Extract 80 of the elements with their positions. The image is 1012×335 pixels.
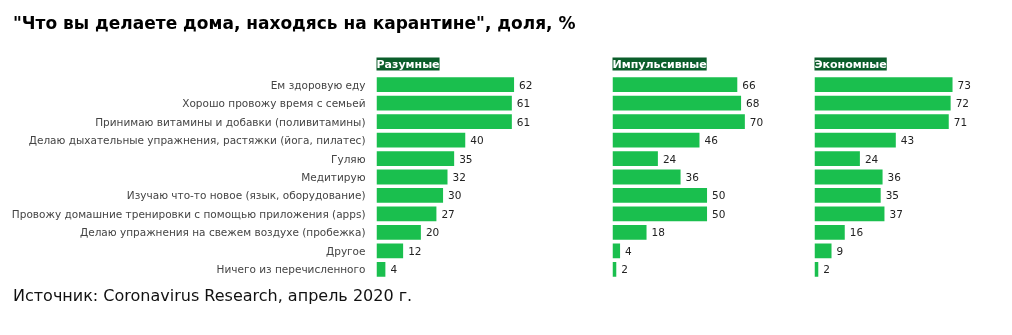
chart-title: "Что вы делаете дома, находясь на карантине", доля, %: [13, 12, 576, 35]
data-label: 71: [953, 115, 968, 128]
bar: [814, 132, 896, 148]
y-tick-label: Хорошо провожу время с семьей: [182, 97, 366, 110]
series-label: Импульсивные: [612, 57, 707, 71]
bar: [376, 77, 515, 93]
data-label: 73: [957, 78, 971, 91]
data-label: 32: [452, 171, 466, 183]
bar: [612, 151, 658, 166]
data-label: 50: [712, 207, 726, 220]
data-label: 61: [516, 97, 531, 110]
bar: [376, 95, 512, 111]
data-label: 50: [712, 189, 726, 202]
data-label: 30: [448, 189, 462, 202]
data-label: 2: [823, 263, 830, 276]
data-label: 68: [746, 97, 760, 110]
bar: [376, 132, 466, 148]
data-label: 70: [749, 115, 764, 128]
bar: [814, 77, 953, 93]
bar: [814, 114, 949, 130]
bar: [814, 206, 885, 222]
bar: [814, 151, 860, 166]
bar: [612, 169, 681, 185]
data-label: 40: [470, 134, 484, 147]
series-label: Экономные: [814, 57, 887, 71]
y-tick-label: Ем здоровую еду: [270, 78, 366, 91]
bar: [376, 261, 386, 277]
data-label: 27: [441, 207, 455, 220]
data-label: 72: [955, 97, 970, 110]
bar: [376, 188, 444, 203]
bar: [612, 95, 742, 111]
data-label: 61: [516, 115, 531, 128]
y-tick-label: Другое: [326, 244, 366, 257]
data-label: 37: [889, 207, 903, 220]
bar: [612, 132, 700, 148]
data-label: 2: [621, 263, 628, 276]
y-tick-label: Медитирую: [301, 171, 366, 183]
y-tick-label: Делаю упражнения на свежем воздухе (пробежка): [79, 226, 366, 239]
bar: [612, 77, 738, 93]
data-label: 24: [864, 152, 879, 165]
bar: [612, 188, 708, 203]
data-label: 62: [519, 78, 533, 91]
data-label: 16: [849, 226, 864, 239]
data-label: 35: [459, 152, 473, 165]
data-label: 9: [836, 244, 844, 257]
y-tick-label: Принимаю витамины и добавки (поливитамины): [95, 115, 366, 128]
data-label: 24: [662, 152, 677, 165]
bar: [814, 188, 881, 203]
bar: [612, 224, 647, 240]
y-tick-label: Провожу домашние тренировки с помощью приложения (apps): [11, 207, 366, 220]
data-label: 20: [425, 226, 440, 239]
bar: [376, 224, 421, 240]
bar: [814, 95, 951, 111]
series-label: Разумные: [376, 57, 440, 71]
y-tick-label: Изучаю что-то новое (язык, оборудование): [126, 189, 366, 202]
data-label: 46: [704, 134, 719, 147]
bar: [612, 206, 708, 222]
bar: [376, 206, 437, 222]
y-tick-label: Делаю дыхательные упражнения, растяжки (йога, пилатес): [28, 134, 366, 147]
data-label: 12: [408, 244, 422, 257]
y-tick-label: Ничего из перечисленного: [216, 263, 366, 276]
y-tick-label: Гуляю: [331, 152, 366, 165]
data-label: 18: [651, 226, 665, 239]
bar: [814, 169, 883, 185]
data-label: 4: [390, 263, 398, 276]
data-label: 36: [887, 171, 902, 183]
text: Источник: Coronavirus Research, апрель 2020 г.: [13, 285, 413, 307]
bar: [376, 169, 448, 185]
data-label: 43: [900, 134, 915, 147]
data-label: 36: [685, 171, 700, 183]
bar: [814, 243, 832, 259]
data-label: 66: [742, 78, 756, 91]
bar: [612, 114, 745, 130]
bar: [376, 243, 404, 259]
bar: [612, 243, 621, 259]
bar: [376, 151, 455, 166]
data-label: 4: [625, 244, 633, 257]
bar: [376, 114, 512, 130]
bar: [814, 224, 845, 240]
data-label: 35: [885, 189, 900, 202]
